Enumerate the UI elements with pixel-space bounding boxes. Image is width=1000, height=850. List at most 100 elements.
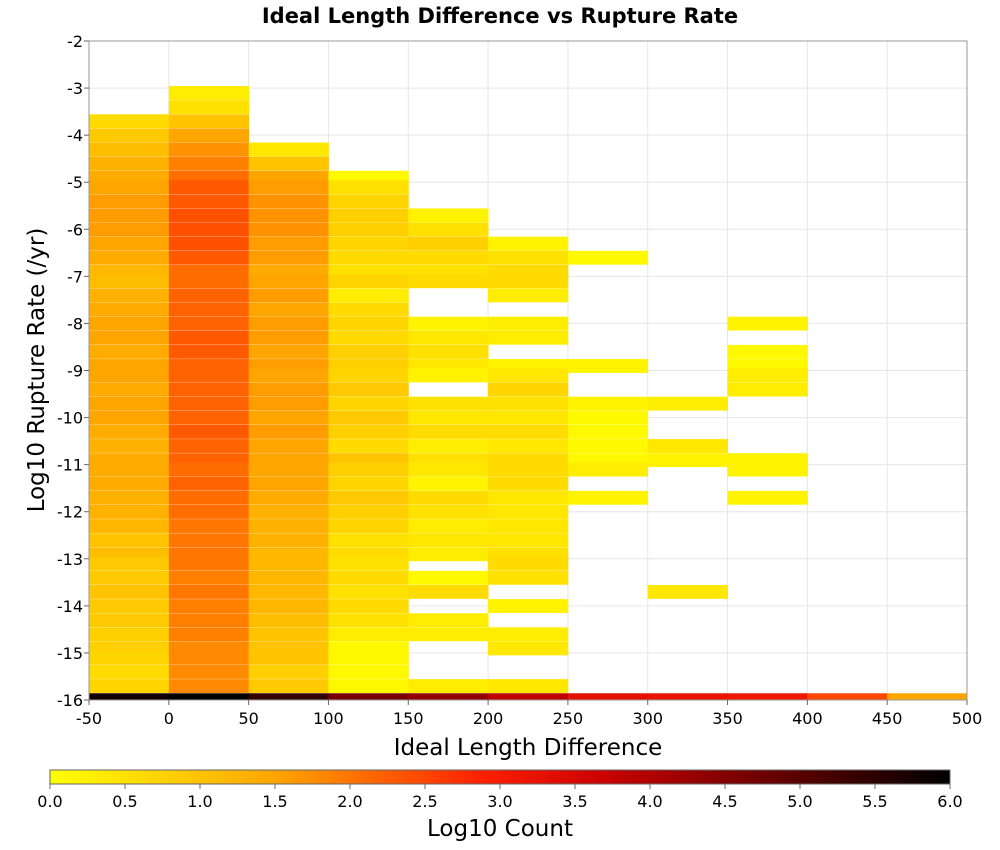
- heatmap-cell: [567, 250, 649, 265]
- heatmap-cell: [248, 439, 329, 453]
- heatmap-cell: [89, 368, 170, 383]
- heatmap-cell: [328, 410, 409, 425]
- colorbar-tick-label: 6.0: [937, 792, 962, 811]
- heatmap-cell: [168, 344, 250, 359]
- y-tick-label: -10: [57, 409, 83, 428]
- heatmap-cell: [168, 693, 250, 701]
- heatmap-cells: [89, 86, 968, 701]
- heatmap-cell: [647, 396, 728, 411]
- heatmap-cell: [488, 250, 569, 265]
- heatmap-cell: [168, 382, 250, 397]
- heatmap-cell: [647, 453, 728, 468]
- heatmap-cell: [89, 679, 170, 694]
- x-axis-ticks: -50 0 50 100 150 200 250 300 350 400 450 500: [76, 700, 982, 728]
- colorbar-tick-label: 0.5: [112, 792, 137, 811]
- colorbar-tick-label: 1.0: [187, 792, 212, 811]
- heatmap-cell: [168, 274, 250, 289]
- heatmap-cell: [89, 556, 170, 571]
- heatmap-cell: [408, 693, 489, 701]
- heatmap-cell: [168, 128, 250, 143]
- heatmap-cell: [488, 679, 569, 694]
- heatmap-cell: [408, 330, 489, 345]
- x-tick-label: 200: [473, 709, 504, 728]
- heatmap-cell: [408, 439, 489, 453]
- y-tick-label: -12: [57, 503, 83, 522]
- colorbar-tick-label: 0.0: [37, 792, 62, 811]
- heatmap-cell: [248, 288, 329, 303]
- heatmap-cell: [408, 570, 489, 585]
- heatmap-cell: [488, 476, 569, 491]
- heatmap-cell: [89, 650, 170, 665]
- heatmap-cell: [408, 504, 489, 519]
- y-tick-label: -7: [67, 267, 83, 286]
- heatmap-cell: [168, 236, 250, 251]
- heatmap-cell: [248, 650, 329, 665]
- heatmap-cell: [328, 476, 409, 491]
- heatmap-cell: [488, 382, 569, 397]
- heatmap-cell: [168, 142, 250, 157]
- heatmap-cell: [168, 396, 250, 411]
- heatmap-cell: [89, 114, 170, 129]
- heatmap-cell: [328, 396, 409, 411]
- colorbar-tick-label: 4.5: [712, 792, 737, 811]
- heatmap-cell: [89, 439, 170, 453]
- heatmap-cell: [408, 368, 489, 383]
- heatmap-cell: [248, 156, 329, 171]
- heatmap-cell: [328, 693, 409, 701]
- colorbar-tick-label: 3.5: [562, 792, 587, 811]
- heatmap-cell: [727, 382, 808, 397]
- heatmap-cell: [408, 236, 489, 251]
- x-tick-label: 450: [872, 709, 903, 728]
- heatmap-cell: [89, 490, 170, 505]
- heatmap-cell: [89, 330, 170, 345]
- heatmap-cell: [248, 180, 329, 195]
- heatmap-cell: [727, 462, 808, 477]
- heatmap-cell: [248, 236, 329, 251]
- heatmap-cell: [89, 288, 170, 303]
- x-tick-label: 100: [313, 709, 344, 728]
- heatmap-cell: [488, 627, 569, 642]
- heatmap-cell: [168, 613, 250, 628]
- heatmap-cell: [168, 194, 250, 209]
- heatmap-cell: [168, 533, 250, 548]
- heatmap-cell: [328, 316, 409, 331]
- heatmap-cell: [328, 222, 409, 237]
- heatmap-cell: [168, 462, 250, 477]
- heatmap-cell: [408, 462, 489, 477]
- heatmap-cell: [727, 693, 808, 701]
- heatmap-cell: [488, 439, 569, 453]
- heatmap-cell: [408, 585, 489, 599]
- heatmap-cell: [328, 504, 409, 519]
- heatmap-cell: [328, 462, 409, 477]
- heatmap-cell: [567, 693, 649, 701]
- heatmap-cell: [408, 208, 489, 223]
- heatmap-cell: [89, 128, 170, 143]
- heatmap-cell: [807, 693, 888, 701]
- heatmap-cell: [89, 476, 170, 491]
- heatmap-cell: [89, 396, 170, 411]
- heatmap-cell: [248, 613, 329, 628]
- y-tick-label: -16: [57, 691, 83, 710]
- heatmap-cell: [328, 236, 409, 251]
- heatmap-cell: [488, 641, 569, 656]
- heatmap-cell: [248, 665, 329, 679]
- heatmap-cell: [328, 344, 409, 359]
- heatmap-cell: [328, 533, 409, 548]
- heatmap-cell: [89, 344, 170, 359]
- heatmap-cell: [89, 180, 170, 195]
- heatmap-cell: [248, 490, 329, 505]
- heatmap-cell: [408, 424, 489, 439]
- heatmap-cell: [89, 504, 170, 519]
- heatmap-cell: [248, 344, 329, 359]
- heatmap-cell: [488, 504, 569, 519]
- heatmap-cell: [89, 613, 170, 628]
- heatmap-cell: [328, 519, 409, 533]
- heatmap-cell: [89, 302, 170, 317]
- y-tick-label: -5: [67, 173, 83, 192]
- heatmap-cell: [248, 250, 329, 265]
- heatmap-cell: [488, 316, 569, 331]
- heatmap-cell: [89, 316, 170, 331]
- heatmap-cell: [328, 585, 409, 599]
- x-tick-label: 300: [632, 709, 663, 728]
- heatmap-cell: [647, 693, 728, 701]
